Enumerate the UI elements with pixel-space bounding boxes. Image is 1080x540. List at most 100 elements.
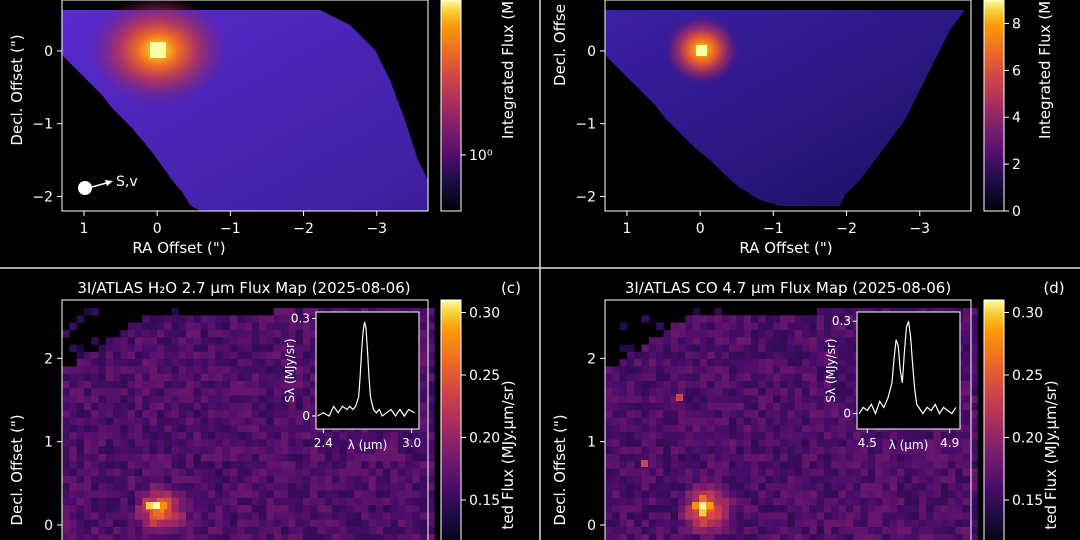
map-pixel [302,454,311,462]
map-pixel [419,308,428,316]
map-pixel [824,446,832,455]
map-pixel [648,337,657,345]
map-pixel [229,519,238,528]
map-pixel [375,490,384,499]
map-pixel [127,381,136,389]
map-pixel [259,322,267,331]
map-pixel [794,351,803,360]
map-pixel [721,527,730,535]
map-pixel [76,344,85,353]
map-pixel [62,410,70,418]
map-pixel [670,388,679,396]
map-pixel [729,534,737,540]
map-pixel [62,388,70,396]
y-tick-label: −2 [32,189,53,205]
map-pixel [962,344,971,353]
colorbar-tick-label: 0.15 [469,493,500,509]
map-pixel [729,337,737,345]
map-pixel [222,315,231,323]
map-pixel [685,424,693,433]
map-pixel [845,359,854,367]
map-pixel [200,519,209,528]
map-pixel [699,359,708,367]
map-pixel [882,497,890,506]
map-pixel [105,461,114,469]
map-pixel [970,337,978,345]
map-pixel [171,381,180,389]
map-pixel [809,454,817,462]
map-pixel [911,461,920,469]
map-pixel [626,432,635,440]
map-pixel [948,475,956,484]
map-pixel [612,402,620,411]
map-pixel [619,424,628,433]
map-pixel [824,490,832,499]
map-pixel [699,475,708,484]
map-pixel [670,322,679,331]
map-pixel [105,417,114,426]
map-pixel [186,402,194,411]
map-pixel [390,497,399,506]
map-pixel [361,483,369,491]
map-pixel [244,461,253,469]
map-pixel-peak [160,502,168,510]
map-pixel [765,402,774,411]
map-pixel [251,432,260,440]
map-pixel [678,424,686,433]
map-pixel [897,468,905,477]
map-pixel [281,424,289,433]
map-pixel [295,497,304,506]
map-pixel [237,344,245,353]
map-pixel [721,359,730,367]
map-pixel [288,373,296,382]
map-pixel [354,432,362,440]
map-pixel [743,461,752,469]
map-pixel [193,395,201,404]
map-pixel [244,359,253,367]
map-pixel [802,461,810,469]
map-pixel [91,410,99,418]
map-pixel [626,461,635,469]
map-pixel [824,439,832,447]
map-pixel [142,527,150,535]
map-pixel [200,337,209,345]
map-pixel [186,388,194,396]
map-pixel [619,519,628,528]
map-pixel [765,322,774,331]
map-pixel [751,454,759,462]
map-pixel [273,359,282,367]
map-pixel [889,497,898,506]
map-pixel [656,475,664,484]
map-pixel [809,395,817,404]
map-pixel [816,373,825,382]
map-pixel [91,308,99,316]
map-pixel [897,475,905,484]
map-pixel [882,519,890,528]
map-pixel [809,424,817,433]
map-pixel [193,483,201,491]
map-pixel [229,497,238,506]
map-pixel [171,344,180,353]
map-pixel [69,366,77,374]
map-pixel [156,483,165,491]
map-pixel [346,497,355,506]
map-pixel [824,475,832,484]
map-pixel [178,432,187,440]
map-pixel [867,497,876,506]
map-pixel [736,497,744,506]
axes-d-ticks: 210 [587,351,605,534]
map-pixel [281,454,289,462]
map-pixel [244,490,253,499]
map-pixel [933,483,942,491]
map-pixel [339,475,347,484]
map-pixel [354,519,362,528]
map-pixel [751,512,759,520]
map-pixel [215,417,223,426]
map-pixel [765,490,774,499]
map-pixel [339,439,347,447]
map-pixel [845,402,854,411]
map-pixel [83,308,92,316]
map-pixel [310,417,318,426]
map-pixel [91,446,99,455]
map-pixel [933,446,942,455]
